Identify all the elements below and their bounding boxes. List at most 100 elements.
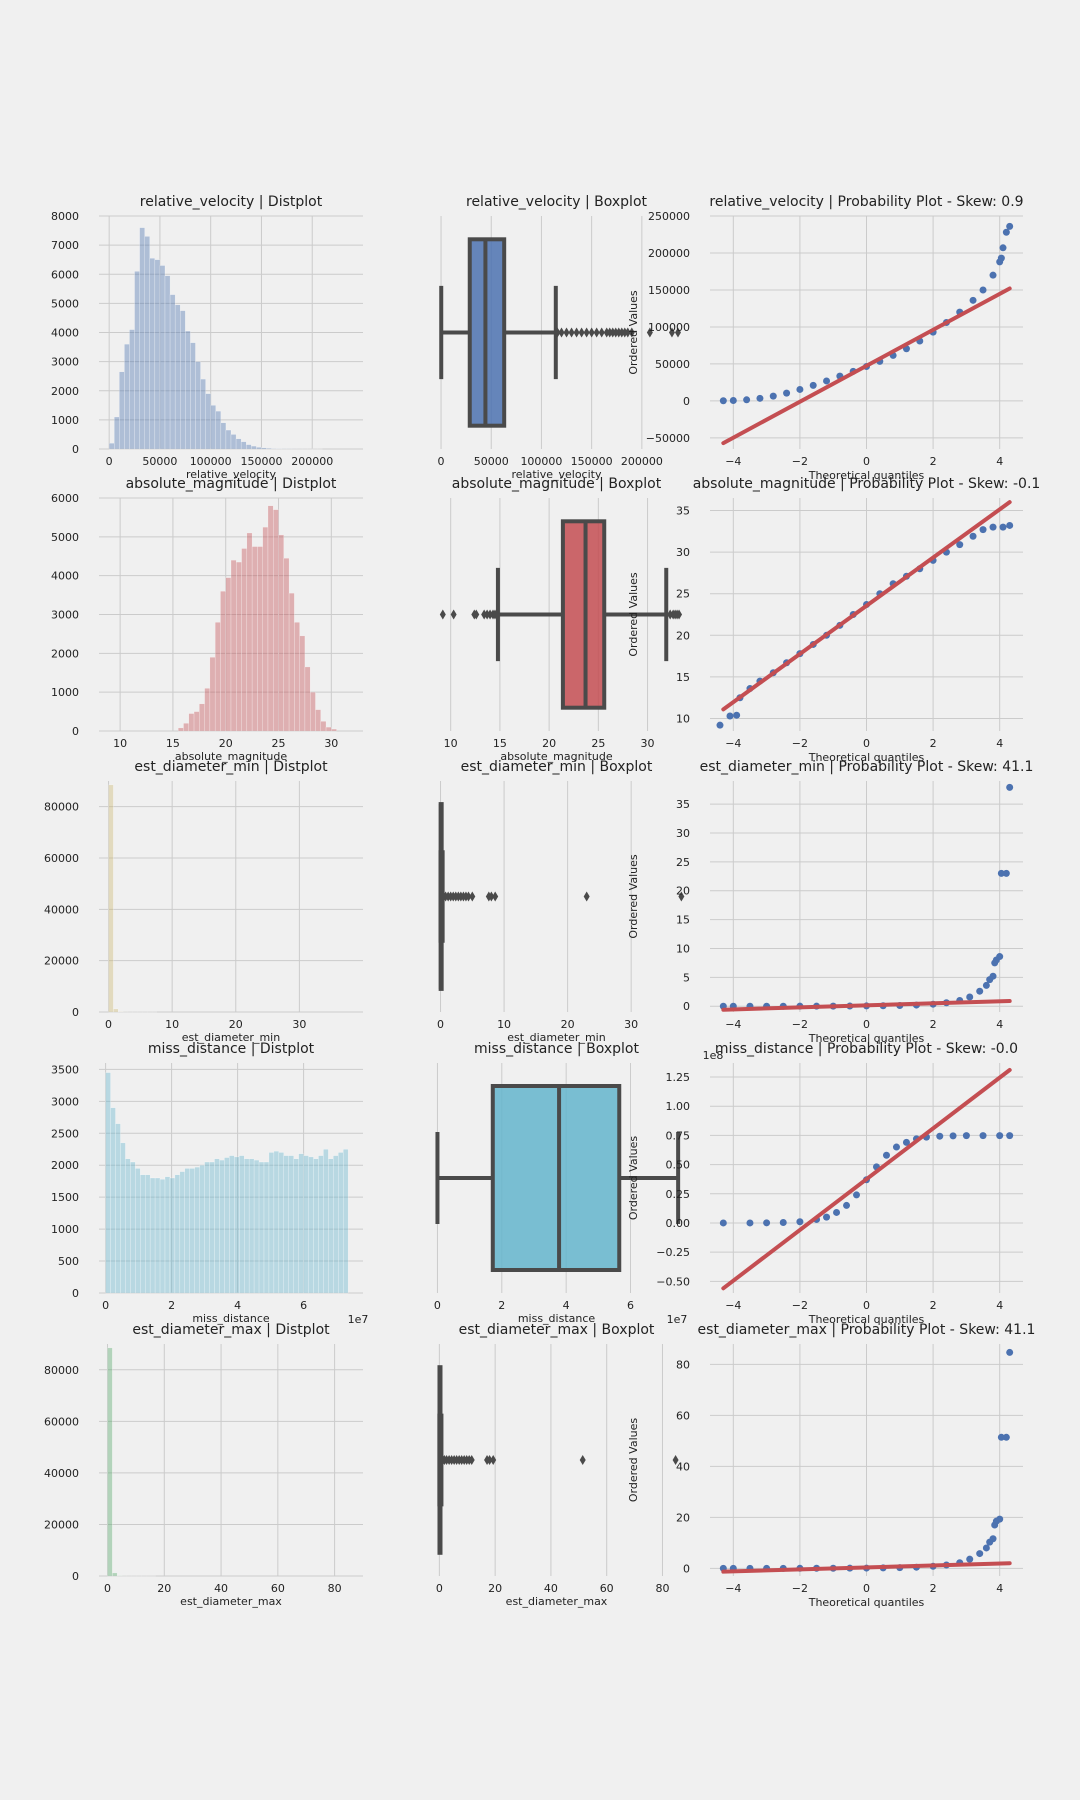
y-tick-label: 80000 (44, 801, 79, 814)
histogram-bar (331, 728, 337, 732)
quantile-point (979, 526, 987, 534)
histogram-bar (251, 546, 258, 732)
y-tick-label: 0 (72, 725, 79, 738)
histogram-bar (283, 1155, 289, 1294)
quantile-point (989, 271, 997, 279)
histogram-bar (154, 259, 161, 450)
histogram-bar (115, 1123, 121, 1294)
histogram-bar (209, 1161, 215, 1294)
boxplot-est_diameter_min: 0 10 20 30 est_diameter_min | Boxplot est_dia… (437, 759, 685, 1044)
quantile-point (997, 869, 1005, 877)
y-tick-label: 0 (72, 1006, 79, 1019)
quantile-point (853, 1191, 861, 1199)
histogram-bar (195, 361, 201, 450)
outlier-point (486, 1455, 493, 1465)
x-tick-label: 0 (863, 455, 870, 468)
histogram-bar (144, 1174, 151, 1294)
histogram-bar (134, 271, 140, 450)
quantile-point (823, 1213, 831, 1221)
quantile-point (783, 389, 791, 397)
histogram-bar (108, 442, 115, 450)
x-tick-label: −4 (725, 1299, 741, 1312)
histogram-bar (298, 1153, 304, 1294)
histogram-bar (119, 371, 125, 450)
histogram-bar (278, 1152, 285, 1294)
histogram-bar (174, 1174, 181, 1294)
outlier-point (628, 327, 635, 338)
probplot-est_diameter_min: −4 −2 0 2 4 0 5 10 15 20 25 30 35 est_diameter_min | … (627, 759, 1033, 1045)
y-tick-label: 5 (683, 971, 690, 984)
y-tick-label: 3000 (51, 1095, 79, 1108)
y-tick-label: 150000 (648, 284, 690, 297)
x-tick-label: 20 (157, 1582, 171, 1595)
histogram-bar (299, 635, 306, 732)
quantile-point (1002, 869, 1010, 877)
outlier-point (672, 1455, 679, 1465)
distplot-title: absolute_magnitude | Distplot (126, 476, 337, 492)
y-tick-label: 1.00 (666, 1100, 691, 1113)
x-tick-label: 2 (930, 1299, 937, 1312)
histogram-bar (135, 1168, 141, 1294)
quantile-point (936, 1132, 944, 1140)
quantile-point (966, 993, 974, 1001)
outlier-point (469, 891, 476, 902)
x-tick-label: 0 (105, 1018, 112, 1031)
x-tick-label: 2 (930, 1018, 937, 1031)
distplot-x-label: miss_distance (192, 1312, 270, 1325)
y-tick-label: −50000 (646, 432, 690, 445)
x-tick-label: 0 (106, 455, 113, 468)
histogram-bar (180, 310, 186, 450)
y-tick-label: 1.25 (666, 1071, 691, 1084)
quantile-point (1006, 1348, 1014, 1356)
quantile-point (1006, 1132, 1014, 1140)
quantile-point (997, 254, 1005, 262)
quantile-point (999, 244, 1007, 252)
x-tick-label: 0 (437, 1018, 444, 1031)
probplot-title: miss_distance | Probability Plot - Skew:… (715, 1041, 1018, 1057)
quantile-point (982, 1544, 990, 1552)
histogram-bar (220, 422, 227, 450)
quantile-point (726, 712, 734, 720)
y-tick-label: 6000 (51, 492, 79, 505)
quantile-point (1006, 783, 1014, 791)
histogram-bar (214, 622, 221, 732)
quantile-point (1006, 521, 1014, 529)
x-tick-label: 20 (229, 1018, 243, 1031)
histogram-bar (225, 429, 232, 450)
histogram-bar (328, 1158, 334, 1294)
histogram-bar (169, 1177, 176, 1294)
outlier-point (583, 327, 590, 338)
y-tick-label: 0.50 (666, 1159, 691, 1172)
y-tick-label: 10 (676, 942, 690, 955)
histogram-bar (164, 1176, 171, 1294)
y-tick-label: 3000 (51, 609, 79, 622)
x-tick-label: −4 (725, 1582, 741, 1595)
x-tick-label: 100000 (520, 455, 562, 468)
outlier-point (588, 327, 595, 338)
x-tick-label: 30 (641, 737, 655, 750)
boxplot-x-label: est_diameter_min (507, 1031, 605, 1044)
histogram-bar (318, 1155, 324, 1294)
histogram-bar (210, 405, 216, 450)
histogram-bar (209, 657, 216, 732)
x-tick-label: 50000 (142, 455, 177, 468)
histogram-bar (125, 1158, 131, 1294)
quantile-point (892, 1143, 900, 1151)
histogram-bar (164, 275, 171, 450)
quantile-point (982, 981, 990, 989)
quantile-point (989, 523, 997, 531)
probplot-title: est_diameter_min | Probability Plot - Sk… (700, 759, 1034, 775)
y-tick-label: 2000 (51, 385, 79, 398)
x-tick-label: 2 (930, 737, 937, 750)
y-tick-label: 15 (676, 671, 690, 684)
histogram-bar (273, 1150, 280, 1294)
outlier-point (439, 609, 446, 620)
y-tick-label: 60 (676, 1409, 690, 1422)
histogram-bar (262, 526, 269, 732)
fit-line (721, 999, 1012, 1012)
quantile-point (969, 532, 977, 540)
y-tick-label: 7000 (51, 239, 79, 252)
outlier-point (621, 327, 628, 338)
histogram-bar (288, 592, 295, 732)
x-tick-label: 0 (434, 1299, 441, 1312)
